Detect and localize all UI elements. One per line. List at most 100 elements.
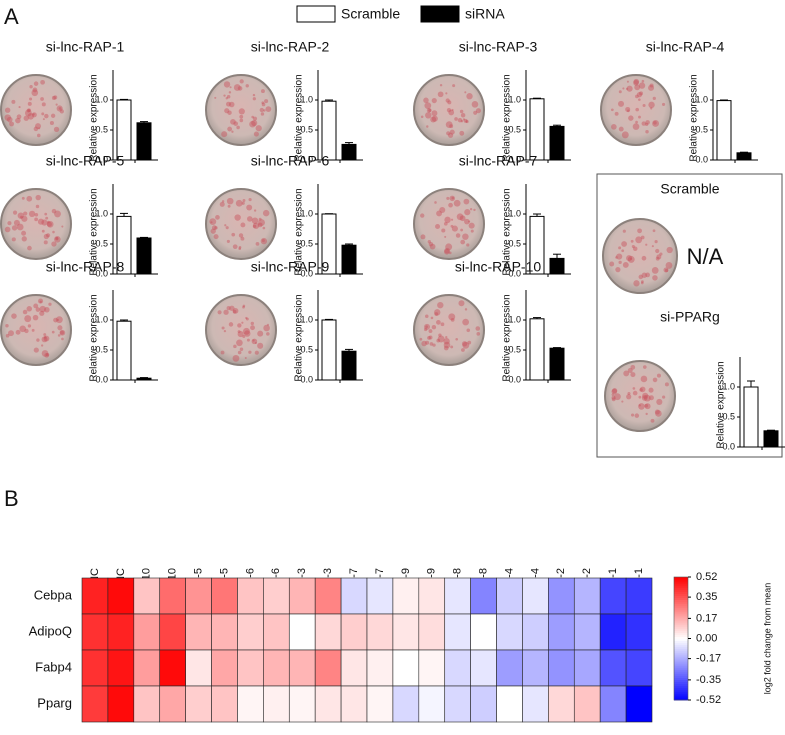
plate-stain [641, 79, 645, 83]
plate-stain [21, 230, 27, 236]
plate-stain [653, 120, 657, 125]
plate-stain [611, 395, 616, 400]
plate-stain [242, 305, 245, 309]
plate-stain [473, 110, 478, 115]
plate-stain [464, 218, 470, 225]
colorbar-segment [674, 642, 688, 646]
heat-cell [548, 685, 575, 723]
plate-stain [622, 229, 626, 233]
plate-stain [641, 272, 648, 278]
panel-title: Scramble [660, 181, 719, 197]
plate-stain [462, 318, 469, 326]
plate-stain [245, 317, 249, 321]
plate-stain [447, 100, 452, 105]
heat-cell [185, 577, 212, 615]
legend-label: Scramble [341, 6, 400, 22]
plate-stain [220, 350, 225, 355]
plate-stain [642, 103, 646, 108]
colorbar-segment [674, 677, 688, 680]
plate-stain [39, 310, 45, 316]
colorbar-segment [674, 579, 688, 582]
plate-stain [33, 81, 39, 86]
plate-stain [245, 84, 249, 88]
colorbar-segment [674, 583, 688, 586]
chart-title: si-PPARg [660, 309, 720, 325]
chart-title: si-lnc-RAP-8 [46, 259, 125, 275]
plate-stain [41, 219, 48, 226]
plate-stain [33, 347, 39, 353]
heat-cell [470, 613, 497, 651]
colorbar-segment [674, 656, 688, 660]
y-tick-label: 0.0 [722, 441, 735, 451]
plate-stain [611, 393, 615, 397]
y-axis-label: Relative expression [716, 361, 727, 448]
plate-stain [233, 121, 239, 126]
chart-title: si-lnc-RAP-4 [646, 39, 725, 55]
plate-stain [57, 325, 63, 331]
plate-stain [51, 208, 57, 214]
colorbar-segment [674, 654, 688, 658]
heat-cell [392, 577, 420, 615]
y-tick-label: 1.0 [95, 94, 108, 104]
plate-stain [27, 245, 32, 251]
plate-stain [254, 341, 257, 345]
plate-stain [645, 120, 650, 125]
plate-stain [44, 113, 49, 119]
plate-stain [248, 197, 252, 202]
plate-stain [239, 79, 244, 84]
plate-stain [641, 121, 646, 126]
colorbar-segment [674, 687, 688, 691]
na-note: N/A [687, 244, 724, 269]
plate-stain [47, 220, 50, 224]
plate-stain [464, 91, 467, 94]
plate-stain [639, 91, 644, 96]
heat-cell [314, 685, 342, 723]
plate-stain [626, 85, 633, 92]
bar [549, 347, 565, 381]
plate-stain [652, 96, 656, 100]
heat-cell [288, 685, 316, 723]
row-label: Fabp4 [35, 659, 72, 674]
plate-stain [242, 304, 246, 308]
plate-stain [633, 280, 640, 287]
plate-stain [424, 102, 432, 109]
plate-stain [253, 131, 259, 137]
plate-stain [652, 275, 658, 281]
plate-stain [446, 196, 450, 200]
plate-stain [428, 335, 433, 340]
plate-stain [455, 337, 458, 341]
colorbar-segment [674, 581, 688, 584]
heat-cell [625, 577, 653, 615]
plate-stain [21, 215, 28, 222]
y-axis-label: Relative expression [502, 74, 513, 161]
plate-stain [459, 130, 465, 136]
plate-stain [465, 120, 468, 123]
plate-stain [5, 333, 10, 338]
plate-stain [34, 217, 38, 222]
plate-stain [49, 120, 54, 126]
plate-stain [428, 329, 433, 333]
plate-stain [449, 124, 454, 129]
plate-stain [460, 228, 464, 232]
plate-stain [475, 326, 481, 331]
colorbar-segment [674, 652, 688, 656]
colorbar-segment [674, 640, 688, 644]
plate-stain [614, 111, 619, 116]
plate-stain [645, 243, 648, 246]
heat-cell [185, 649, 212, 687]
colorbar-segment [674, 661, 688, 664]
panel-label: A [4, 4, 19, 29]
heat-cell [548, 577, 575, 615]
bar [136, 377, 152, 381]
plate-stain [257, 222, 263, 228]
plate-stain [27, 101, 32, 106]
plate-stain [217, 310, 222, 315]
colorbar-segment [674, 587, 688, 590]
colorbar-segment [674, 630, 688, 633]
plate-stain [652, 377, 658, 383]
plate-stain [36, 133, 41, 138]
plate-stain [430, 316, 434, 320]
heat-cell [366, 613, 394, 651]
plate-stain [633, 79, 639, 86]
plate-stain [251, 217, 259, 224]
